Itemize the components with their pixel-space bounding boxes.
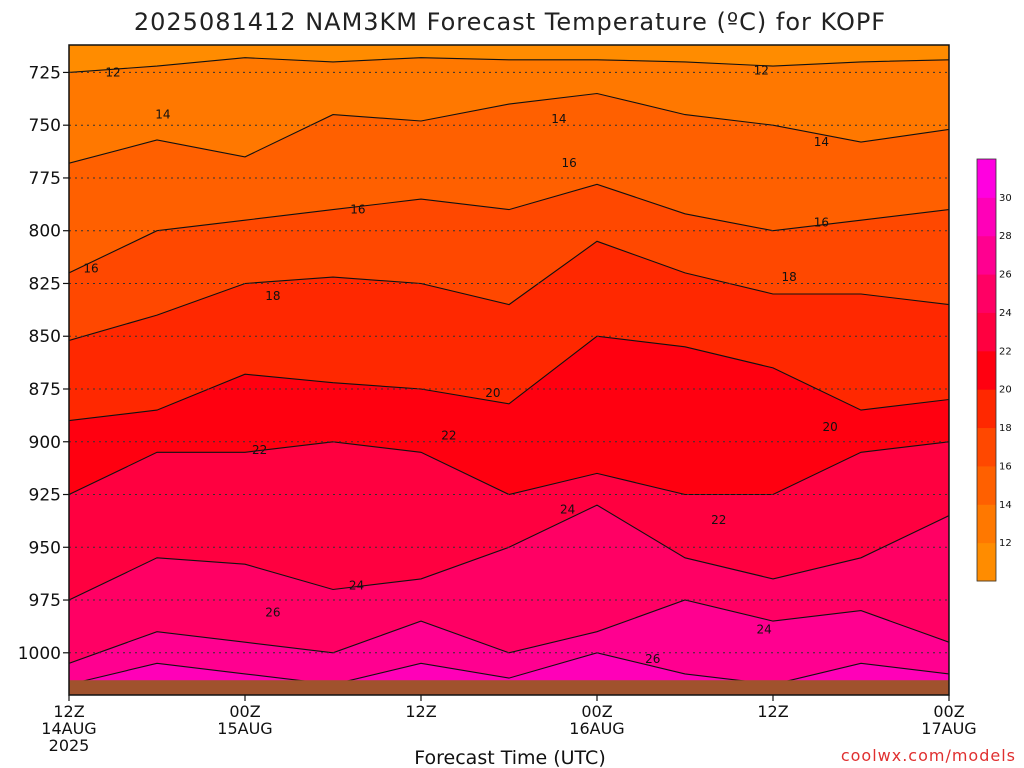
isotherm-14 <box>69 92 949 164</box>
y-tick-label-975: 975 <box>29 591 61 611</box>
x-tick-label-24-1: 12Z <box>405 702 436 721</box>
isotherm-16 <box>69 183 949 274</box>
x-tick-label-48-1: 12Z <box>757 702 788 721</box>
y-tick-label-725: 725 <box>29 63 61 83</box>
colorbar-label-28: 28 <box>999 231 1012 242</box>
source-credit: coolwx.com/models <box>841 746 1016 765</box>
colorbar-swatch-3 <box>977 427 996 467</box>
colorbar-swatch-6 <box>977 312 996 352</box>
contour-label-22: 22 <box>441 428 456 442</box>
contour-label-14: 14 <box>814 135 829 149</box>
grid-lines <box>69 71 949 654</box>
y-tick-label-875: 875 <box>29 380 61 400</box>
y-tick-label-925: 925 <box>29 486 61 506</box>
isotherm-24 <box>69 504 949 601</box>
contour-label-12: 12 <box>754 63 769 77</box>
isotherm-22 <box>69 441 949 496</box>
contour-label-12: 12 <box>105 65 120 79</box>
x-tick-label-0-3: 2025 <box>49 736 90 755</box>
x-tick-label-36-2: 16AUG <box>569 719 624 738</box>
contour-label-24: 24 <box>349 578 364 592</box>
x-tick-label-36-1: 00Z <box>581 702 612 721</box>
y-tick-label-750: 750 <box>29 116 61 136</box>
pressure-axis: 725 750 775 800 825 850 875 900 925 950 975 1000 <box>18 63 69 664</box>
x-axis-title: Forecast Time (UTC) <box>414 747 605 768</box>
chart-title: 2025081412 NAM3KM Forecast Temperature (… <box>134 8 886 36</box>
isotherm-12 <box>69 57 949 73</box>
y-tick-label-775: 775 <box>29 169 61 189</box>
y-tick-label-950: 950 <box>29 538 61 558</box>
contour-label-18: 18 <box>781 270 796 284</box>
colorbar-label-24: 24 <box>999 308 1012 319</box>
colorbar-label-12: 12 <box>999 538 1012 549</box>
contour-label-16: 16 <box>814 215 829 229</box>
contour-label-22: 22 <box>711 513 726 527</box>
x-tick-label-60-2: 17AUG <box>921 719 976 738</box>
colorbar-legend: 12 14 16 18 20 22 24 26 28 30 <box>976 158 1012 582</box>
colorbar-swatch-4 <box>977 389 996 429</box>
x-tick-label-12-2: 15AUG <box>217 719 272 738</box>
colorbar-label-20: 20 <box>999 385 1012 396</box>
contour-label-26: 26 <box>645 652 660 666</box>
contour-label-24: 24 <box>560 502 575 516</box>
isotherm-28 <box>69 652 949 685</box>
contour-label-16: 16 <box>350 203 365 217</box>
colorbar-swatch-10 <box>977 159 996 198</box>
contour-label-16: 16 <box>83 262 98 276</box>
plot-frame <box>68 44 950 696</box>
temperature-band-26 <box>69 600 949 695</box>
colorbar-swatch-7 <box>977 274 996 313</box>
colorbar-label-30: 30 <box>999 193 1012 204</box>
contour-label-22: 22 <box>252 443 267 457</box>
colorbar-label-16: 16 <box>999 461 1012 472</box>
colorbar-swatch-8 <box>977 235 996 275</box>
y-tick-label-850: 850 <box>29 327 61 347</box>
colorbar-label-26: 26 <box>999 270 1012 281</box>
contour-label-18: 18 <box>265 289 280 303</box>
contour-label-14: 14 <box>551 112 566 126</box>
contour-label-20: 20 <box>485 386 500 400</box>
y-tick-label-800: 800 <box>29 222 61 242</box>
colorbar-swatch-2 <box>977 465 996 505</box>
y-tick-label-825: 825 <box>29 274 61 294</box>
isotherm-18 <box>69 240 949 342</box>
colorbar-label-22: 22 <box>999 346 1012 357</box>
colorbar-swatch-1 <box>977 504 996 544</box>
contour-label-16: 16 <box>561 156 576 170</box>
contour-label-20: 20 <box>823 420 838 434</box>
contour-label-14: 14 <box>155 108 170 122</box>
isotherm-26 <box>69 599 949 664</box>
contour-labels: 12 12 14 14 14 16 16 16 16 18 18 20 20 22 22 22 24 24 24 26… <box>83 63 837 666</box>
colorbar-swatch-5 <box>977 350 996 390</box>
x-tick-label-12-1: 00Z <box>229 702 260 721</box>
plot-area: 12 12 14 14 14 16 16 16 16 18 18 20 20 22 22 22 24 24 24 26… <box>68 44 950 696</box>
x-tick-label-60-1: 00Z <box>933 702 964 721</box>
y-tick-label-1000: 1000 <box>18 644 61 664</box>
colorbar-label-18: 18 <box>999 423 1012 434</box>
contour-label-24: 24 <box>757 623 772 637</box>
y-tick-label-900: 900 <box>29 433 61 453</box>
colorbar-swatch-9 <box>977 197 996 237</box>
colorbar-label-14: 14 <box>999 500 1012 511</box>
x-tick-label-0-1: 12Z <box>53 702 84 721</box>
isotherm-lines <box>69 57 949 685</box>
contour-label-26: 26 <box>265 606 280 620</box>
ground-surface <box>69 680 949 695</box>
colorbar-swatch-0 <box>977 542 996 582</box>
colorbar-frame <box>976 158 997 582</box>
isotherm-20 <box>69 335 949 422</box>
x-tick-label-0-2: 14AUG <box>41 719 96 738</box>
